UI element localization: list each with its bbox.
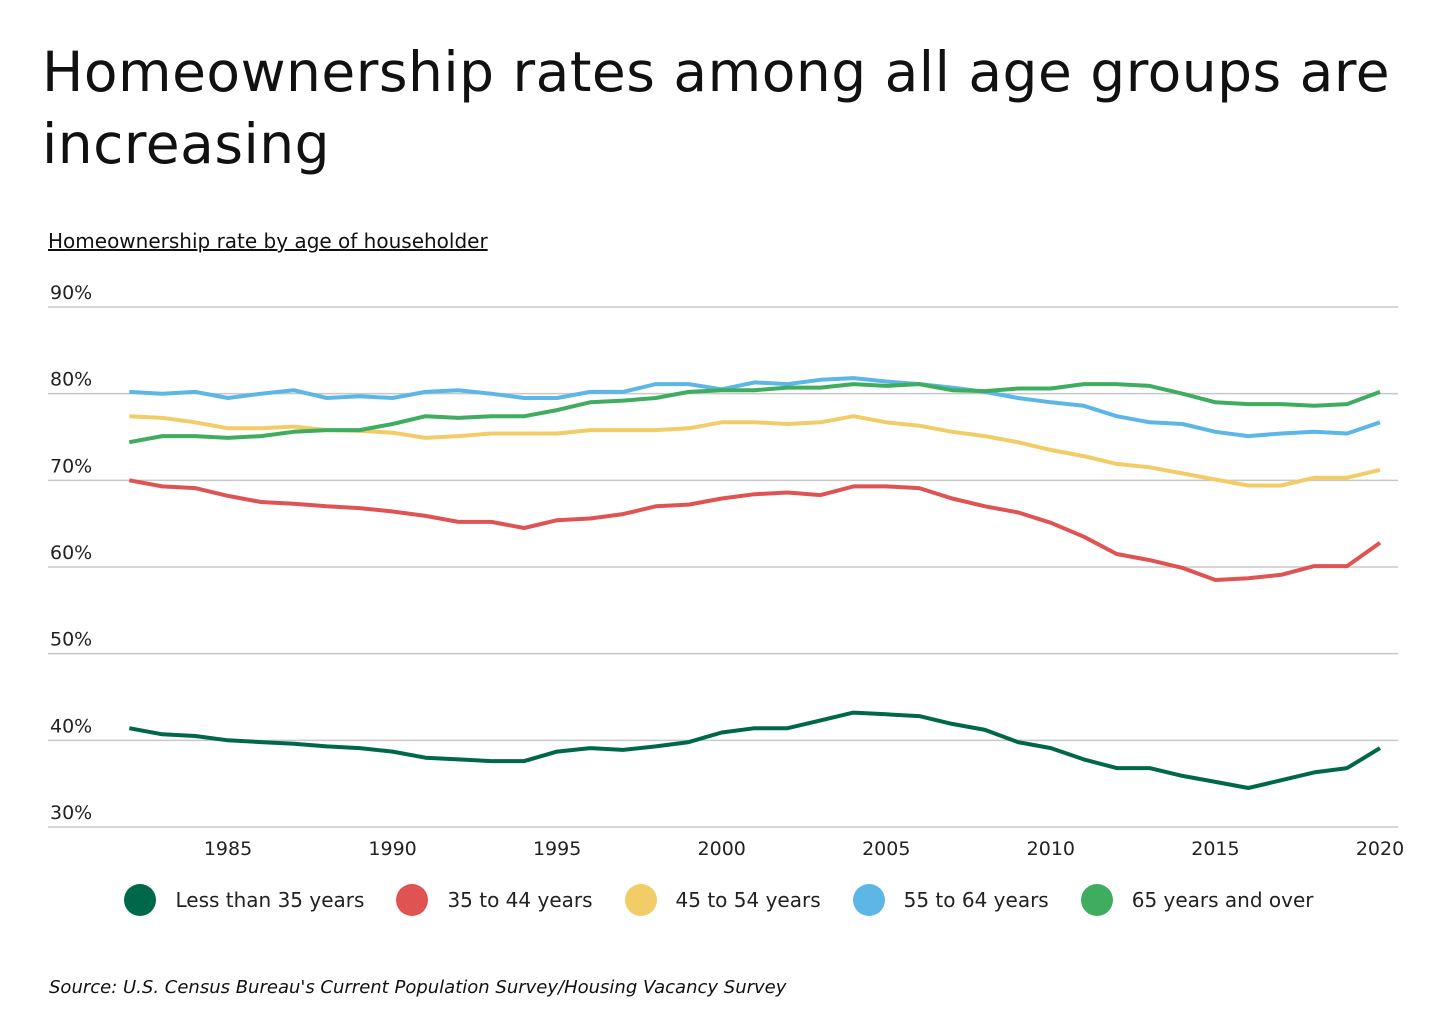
chart-subtitle: Homeownership rate by age of householder	[48, 229, 488, 253]
legend-swatch	[1080, 884, 1113, 916]
legend-label: 35 to 44 years	[447, 888, 593, 912]
legend-label: Less than 35 years	[175, 888, 365, 912]
legend-item: 45 to 54 years	[624, 884, 833, 916]
legend-swatch	[396, 884, 429, 916]
legend-item: 55 to 64 years	[852, 884, 1061, 916]
y-tick-label: 40%	[50, 715, 92, 737]
legend-item: 35 to 44 years	[396, 884, 604, 916]
legend-swatch	[124, 884, 157, 916]
legend: Less than 35 years 35 to 44 years 45 to 54…	[0, 884, 1450, 916]
series-line-5	[128, 382, 1381, 445]
legend-item: Less than 35 years	[124, 884, 376, 916]
x-tick-label: 1990	[368, 838, 416, 860]
y-tick-label: 50%	[50, 629, 92, 651]
x-tick-label: 2015	[1191, 838, 1239, 860]
x-tick-label: 2000	[698, 838, 746, 860]
legend-swatch	[624, 884, 657, 916]
x-tick-label: 1995	[533, 838, 581, 860]
legend-label: 65 years and over	[1131, 888, 1314, 912]
series-line-1	[128, 710, 1382, 790]
source-note: Source: U.S. Census Bureau's Current Pop…	[49, 977, 787, 998]
series-line-2	[128, 478, 1382, 582]
y-tick-label: 30%	[50, 802, 92, 824]
chart-title: Homeownership rates among all age groups…	[42, 40, 1391, 176]
y-tick-label: 70%	[50, 455, 92, 477]
y-tick-label: 60%	[50, 542, 92, 564]
x-tick-label: 2005	[862, 838, 910, 860]
legend-label: 55 to 64 years	[903, 888, 1049, 912]
x-tick-label: 1985	[204, 838, 252, 860]
y-tick-label: 80%	[50, 369, 92, 391]
series-line-4	[129, 376, 1381, 439]
y-tick-label: 90%	[50, 282, 92, 304]
legend-item: 65 years and over	[1080, 884, 1326, 916]
legend-swatch	[852, 884, 885, 916]
legend-label: 45 to 54 years	[675, 888, 821, 912]
x-tick-label: 2020	[1356, 838, 1404, 860]
x-tick-label: 2010	[1027, 838, 1075, 860]
